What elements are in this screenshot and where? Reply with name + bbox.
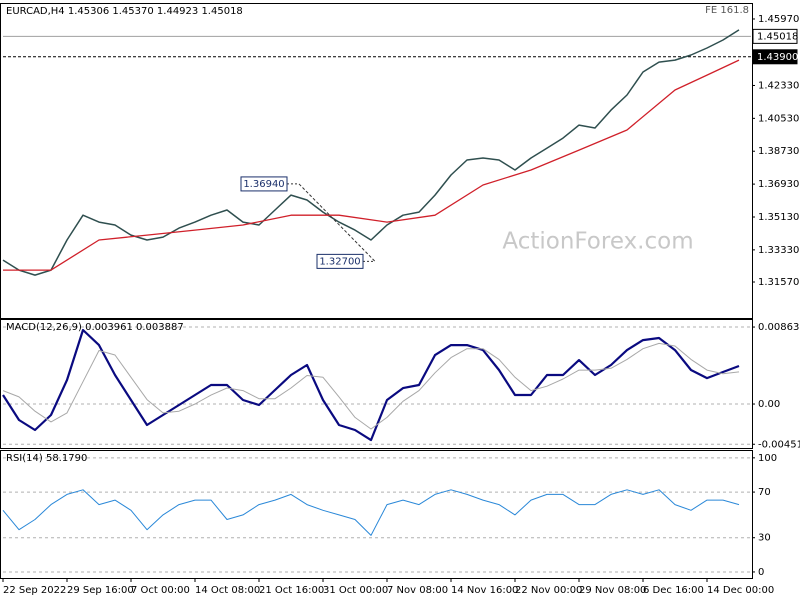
x-tick-label: 6 Dec 16:00 (643, 585, 704, 596)
x-tick-label: 14 Nov 16:00 (451, 585, 518, 596)
y-tick-label: 1.38730 (758, 146, 799, 157)
price-label-box (752, 49, 798, 65)
fe-label: FE 161.8 (705, 5, 749, 16)
series-line (3, 59, 740, 271)
y-tick-label: 70 (758, 487, 771, 498)
x-tick-label: 14 Dec 00:00 (707, 585, 774, 596)
series-line (2, 489, 740, 536)
series-line (2, 328, 740, 442)
y-tick-label: 0 (758, 567, 764, 578)
price-label: 1.45018 (757, 31, 798, 42)
x-tick-label: 31 Oct 00:00 (323, 585, 388, 596)
annotation-box (316, 253, 364, 269)
annotation-label: 1.36940 (243, 179, 284, 190)
y-tick-label: 100 (758, 453, 777, 464)
price-label: 1.43900 (757, 52, 798, 63)
panel-title: EURCAD,H4 1.45306 1.45370 1.44923 1.4501… (6, 6, 243, 17)
watermark: ActionForex.com (502, 229, 693, 255)
y-tick-label: 1.31570 (758, 277, 799, 288)
x-tick-label: 21 Oct 16:00 (259, 585, 324, 596)
price-label-box (752, 28, 798, 44)
x-tick-label: 29 Nov 08:00 (579, 585, 646, 596)
series-line (2, 342, 740, 430)
annotation-box (240, 176, 288, 192)
y-tick-label: 30 (758, 533, 771, 544)
y-tick-label: 1.36930 (758, 179, 799, 190)
y-tick-label: 1.35130 (758, 212, 799, 223)
y-tick-label: 1.45970 (758, 14, 799, 25)
series-line (2, 29, 740, 276)
trend-line (298, 183, 376, 262)
x-tick-label: 7 Nov 08:00 (387, 585, 448, 596)
y-tick-label: 1.40530 (758, 113, 799, 124)
annotation-label: 1.32700 (319, 256, 360, 267)
y-tick-label: 0.008631 (758, 322, 800, 333)
panel-title: MACD(12,26,9) 0.003961 0.003887 (6, 322, 184, 333)
panel-frame (0, 3, 753, 319)
panel-frame (0, 319, 753, 449)
y-tick-label: 1.33330 (758, 245, 799, 256)
y-tick-label: 0.00 (758, 399, 780, 410)
x-tick-label: 7 Oct 00:00 (131, 585, 190, 596)
panel-title: RSI(14) 58.1790 (6, 453, 87, 464)
x-tick-label: 29 Sep 16:00 (67, 585, 134, 596)
x-tick-label: 22 Nov 00:00 (515, 585, 582, 596)
x-tick-label: 14 Oct 08:00 (195, 585, 260, 596)
panel-frame (0, 450, 753, 579)
y-tick-label: -0.004511 (758, 439, 800, 450)
x-tick-label: 22 Sep 2022 (3, 585, 66, 596)
y-tick-label: 1.42330 (758, 80, 799, 91)
